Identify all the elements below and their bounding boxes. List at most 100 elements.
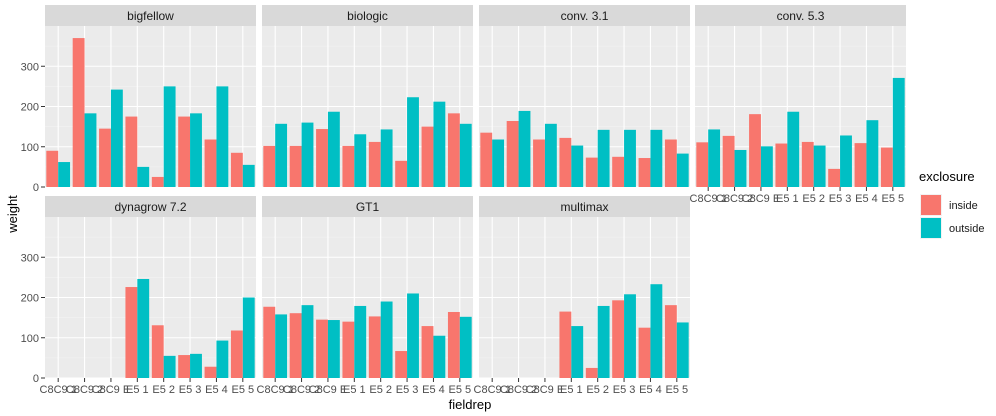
bar-outside [380,129,393,187]
bar-outside [760,146,773,187]
x-tick-label: C8C9 2 [716,193,753,205]
bar-inside [664,139,677,187]
bar-inside [289,145,302,187]
legend-label-inside: inside [949,200,978,212]
facet-strip [45,196,256,217]
bar-outside [301,305,314,378]
x-tick-label: E5 2 [802,193,825,205]
bar-outside [787,111,800,187]
bar-inside [696,142,709,187]
bar-outside [216,86,229,187]
x-tick-label: E5 3 [179,384,202,396]
y-tick-label: 0 [33,182,39,194]
x-tick-label: E5 2 [586,384,609,396]
bar-outside [380,301,393,378]
facet-panel: bigfellow [45,5,256,188]
bar-inside [506,120,519,187]
x-axis-title: fieldrep [449,397,492,412]
facet-panel: conv. 3.1 [479,5,690,188]
x-tick-label: C8C9 1 [690,193,727,205]
y-tick-label: 100 [21,333,39,345]
facet-strip [695,5,906,26]
bar-inside [230,152,243,187]
bar-inside [395,351,408,378]
bar-outside [190,353,202,378]
bar-outside [242,297,255,378]
bar-inside [664,305,677,378]
x-tick-label: E5 5 [231,384,254,396]
x-tick-label: E5 3 [613,384,636,396]
facet-strip [262,196,473,217]
facet-title: conv. 5.3 [777,9,825,23]
y-tick-label: 200 [21,102,39,114]
y-tick-label: 0 [33,373,39,385]
bar-outside [571,326,584,378]
bar-outside [866,120,879,187]
bar-inside [289,313,302,378]
legend-label-outside: outside [949,223,984,235]
bar-inside [447,311,460,378]
bar-inside [533,139,545,187]
bar-outside [624,129,636,187]
x-tick-label: E5 4 [205,384,228,396]
bar-inside [342,145,355,187]
x-tick-label: E5 2 [369,384,392,396]
facet-panel: multimax [479,196,690,379]
bar-outside [676,153,689,187]
bar-outside [892,77,905,187]
bar-inside [559,137,572,187]
facet-panel: biologic [262,5,473,188]
bar-inside [204,366,217,378]
facet-title: GT1 [356,200,380,214]
y-tick-label: 300 [21,252,39,264]
bar-outside [190,113,202,187]
bar-inside [263,306,276,378]
bar-outside [163,86,176,187]
bar-inside [342,321,355,378]
facet-strip [262,5,473,26]
bar-inside [125,287,138,378]
x-tick-label: C8C9 2 [500,384,537,396]
facet-panel: GT1 [262,196,473,379]
bar-outside [459,123,472,187]
bar-inside [828,168,841,187]
bar-inside [368,316,381,378]
x-tick-label: C8C9 1 [474,384,511,396]
bar-outside [58,162,71,187]
panels-layer: bigfellow biologic conv. 3.1 conv. 5.3 dynag… [45,5,906,379]
facet-strip [479,5,690,26]
x-tick-label: E5 4 [422,384,445,396]
bar-inside [99,128,111,187]
x-tick-label: E5 2 [152,384,175,396]
bar-inside [204,139,217,187]
bar-outside [327,111,340,187]
bar-outside [216,340,229,378]
bar-inside [125,116,138,187]
x-tick-label: C8C9 2 [283,384,320,396]
bar-inside [178,116,191,187]
x-tick-label: E5 5 [881,193,904,205]
bar-outside [242,164,255,187]
bar-inside [749,114,761,187]
bar-inside [72,38,85,188]
x-tick-label: E5 1 [560,384,583,396]
bar-inside [775,143,788,187]
bar-outside [597,129,610,187]
facet-title: conv. 3.1 [561,9,609,23]
bar-outside [624,294,636,378]
bar-inside [559,311,572,378]
x-tick-label: E5 5 [448,384,471,396]
bar-outside [407,97,419,187]
facet-panel: conv. 5.3 [695,5,906,188]
bar-inside [395,160,408,187]
bar-outside [275,314,288,378]
bar-inside [585,157,598,187]
bar-inside [178,355,191,378]
y-axis-title: weight [5,195,20,234]
y-tick-label: 100 [21,142,39,154]
bar-outside [813,145,826,187]
bar-outside [571,145,584,187]
bar-outside [708,129,721,187]
